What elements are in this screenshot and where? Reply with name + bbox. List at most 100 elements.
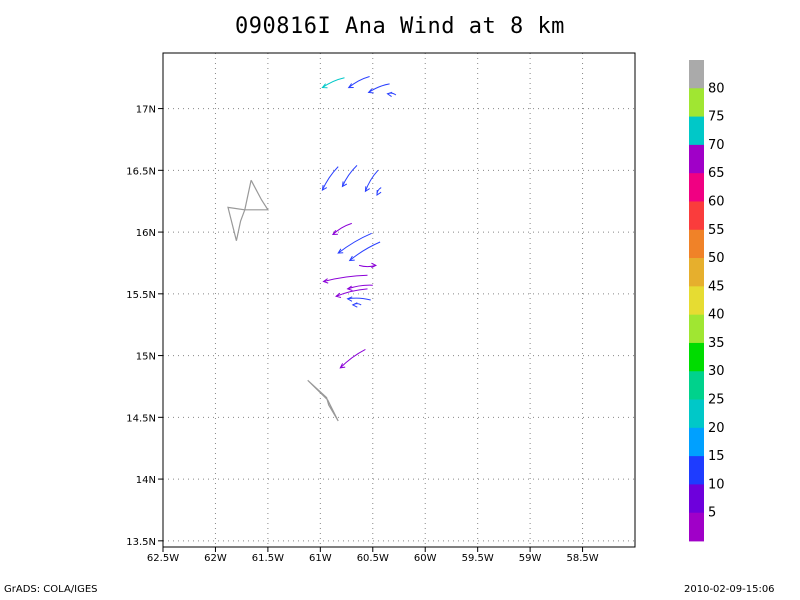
colorbar-swatch bbox=[689, 286, 704, 316]
wind-vector bbox=[386, 91, 397, 98]
wind-vector-head bbox=[321, 185, 328, 192]
coastlines bbox=[227, 179, 339, 422]
wind-vector bbox=[351, 302, 362, 308]
colorbar-swatch bbox=[689, 342, 704, 372]
wind-vector bbox=[337, 232, 372, 254]
y-tick-label: 14.5N bbox=[126, 413, 156, 424]
wind-vector-head bbox=[346, 296, 353, 302]
wind-vector bbox=[321, 166, 339, 192]
x-tick-label: 59W bbox=[519, 553, 542, 564]
wind-vector-head bbox=[341, 181, 348, 188]
colorbar-label: 20 bbox=[708, 421, 725, 436]
colorbar-label: 15 bbox=[708, 449, 725, 464]
y-tick-label: 17N bbox=[136, 105, 156, 116]
wind-vector-head bbox=[376, 189, 382, 196]
colorbar-label: 5 bbox=[708, 506, 716, 521]
colorbar-swatch bbox=[689, 314, 704, 344]
colorbar-swatch bbox=[689, 88, 704, 117]
wind-vector-head bbox=[322, 278, 329, 284]
y-tick-label: 16.5N bbox=[126, 166, 156, 177]
x-tick-label: 61.5W bbox=[252, 553, 284, 564]
x-tick-label: 60W bbox=[414, 553, 437, 564]
coastline bbox=[227, 179, 269, 241]
wind-vector-shaft bbox=[368, 83, 390, 93]
coastline bbox=[307, 379, 339, 422]
wind-vector-head bbox=[364, 186, 370, 193]
wind-vector-head bbox=[337, 248, 344, 254]
wind-vector-head bbox=[331, 230, 338, 236]
wind-vector bbox=[346, 296, 371, 302]
plot-frame bbox=[162, 52, 636, 548]
wind-vector-head bbox=[347, 83, 354, 89]
wind-vector-shaft bbox=[348, 76, 370, 88]
colorbar-swatch bbox=[689, 173, 704, 202]
wind-vector bbox=[346, 284, 373, 291]
colorbar-label: 75 bbox=[708, 110, 725, 125]
colorbar-swatch bbox=[689, 484, 704, 514]
wind-vector-shaft bbox=[347, 297, 371, 301]
wind-vector-shaft bbox=[337, 232, 372, 254]
colorbar-swatch bbox=[689, 201, 704, 231]
colorbar-label: 55 bbox=[708, 223, 725, 238]
wind-vector-shaft bbox=[321, 166, 339, 191]
colorbar-swatch bbox=[689, 229, 704, 259]
colorbar-swatch bbox=[689, 258, 704, 287]
colorbar-swatch bbox=[689, 116, 704, 146]
wind-vector bbox=[364, 169, 379, 193]
wind-vector-head bbox=[371, 262, 378, 269]
colorbar-swatch bbox=[689, 427, 704, 457]
wind-vector-head bbox=[335, 292, 342, 298]
colorbar-swatch bbox=[689, 399, 704, 429]
colorbar-swatch bbox=[689, 456, 704, 485]
wind-vector bbox=[367, 83, 390, 94]
colorbar-label: 10 bbox=[708, 477, 725, 492]
wind-vector-shaft bbox=[323, 274, 368, 282]
y-tick-label: 15.5N bbox=[126, 290, 156, 301]
colorbar-label: 60 bbox=[708, 195, 725, 210]
wind-vector-shaft bbox=[332, 222, 352, 235]
wind-vector-head bbox=[367, 88, 374, 94]
colorbar-label: 80 bbox=[708, 81, 725, 96]
wind-vector-shaft bbox=[322, 77, 345, 89]
wind-vector bbox=[321, 77, 345, 89]
colorbar-label: 70 bbox=[708, 138, 725, 153]
x-tick-label: 60.5W bbox=[357, 553, 389, 564]
colorbar-swatch bbox=[689, 60, 704, 89]
x-tick-label: 61W bbox=[309, 553, 332, 564]
wind-vector-head bbox=[351, 302, 358, 308]
colorbar-label: 50 bbox=[708, 251, 725, 266]
colorbar-swatch bbox=[689, 144, 704, 174]
wind-vector bbox=[347, 76, 370, 89]
wind-vector bbox=[358, 262, 378, 269]
colorbar-label: 35 bbox=[708, 336, 725, 351]
wind-vector-head bbox=[386, 91, 393, 98]
x-tick-label: 59.5W bbox=[462, 553, 494, 564]
colorbar-label: 65 bbox=[708, 166, 725, 181]
wind-vector-shaft bbox=[364, 169, 379, 192]
x-tick-label: 58.5W bbox=[566, 553, 598, 564]
wind-vector bbox=[335, 288, 368, 298]
y-tick-label: 13.5N bbox=[126, 537, 156, 548]
wind-vector-shaft bbox=[341, 165, 358, 187]
wind-vector bbox=[322, 274, 368, 284]
x-tick-label: 62.5W bbox=[147, 553, 179, 564]
y-tick-label: 16N bbox=[136, 228, 156, 239]
axis-ticks: 62.5W 62W 61.5W 61W 60.5W 60W 59.5W 59W 58.5W 13.… bbox=[126, 105, 598, 564]
wind-vector bbox=[339, 348, 366, 369]
wind-vector bbox=[331, 222, 352, 236]
colorbar-swatch bbox=[689, 512, 704, 542]
x-tick-label: 62W bbox=[204, 553, 227, 564]
wind-vector bbox=[348, 241, 381, 262]
y-tick-label: 15N bbox=[136, 352, 156, 363]
wind-vector-head bbox=[348, 255, 355, 262]
y-tick-label: 14N bbox=[136, 475, 156, 486]
colorbar-label: 40 bbox=[708, 308, 725, 323]
colorbar-swatch bbox=[689, 371, 704, 400]
wind-vector-head bbox=[321, 83, 328, 89]
colorbar-label: 30 bbox=[708, 364, 725, 379]
wind-vector-shaft bbox=[335, 288, 368, 297]
chart-title: 090816I Ana Wind at 8 km bbox=[235, 14, 565, 39]
colorbar: 5 10 15 20 25 30 35 40 45 50 55 60 65 70 75 80 bbox=[689, 60, 725, 542]
wind-vector-head bbox=[346, 285, 353, 291]
